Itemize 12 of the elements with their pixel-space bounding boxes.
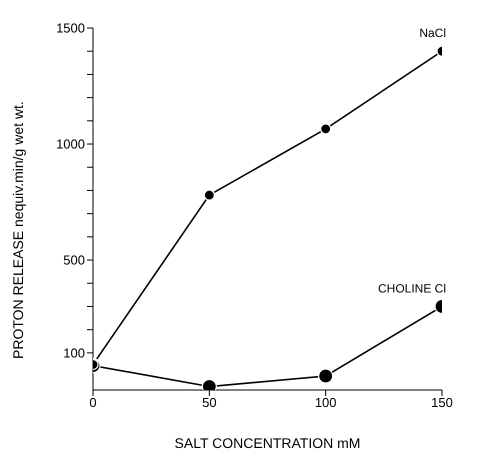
x-tick-label: 100 <box>314 395 337 410</box>
y-tick-label: 1500 <box>56 20 85 36</box>
x-tick-label: 50 <box>202 395 217 410</box>
x-tick-label: 0 <box>89 395 97 410</box>
series-label: CHOLINE Cl <box>378 281 446 296</box>
series-label: NaCl <box>419 26 446 40</box>
y-tick-label: 500 <box>63 252 85 268</box>
y-tick-label: 1000 <box>56 136 85 152</box>
y-axis-title: PROTON RELEASE nequiv.min/g wet wt. <box>10 101 26 359</box>
x-axis-title: SALT CONCENTRATION mM <box>174 435 360 451</box>
x-tick-label: 150 <box>431 395 453 410</box>
y-tick-label: 100 <box>63 345 85 360</box>
